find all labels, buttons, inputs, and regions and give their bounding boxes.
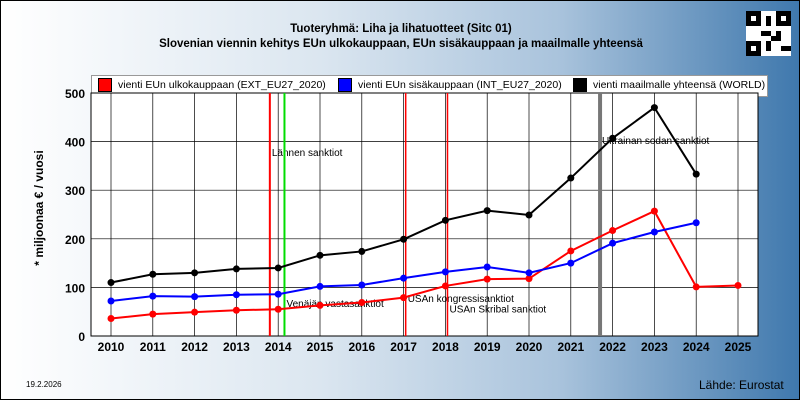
data-point bbox=[107, 279, 115, 287]
data-point bbox=[609, 134, 617, 142]
data-point bbox=[358, 247, 366, 255]
x-tick-label: 2010 bbox=[98, 340, 125, 354]
data-point bbox=[107, 297, 115, 305]
legend-item-int: vienti EUn sisäkauppaan (INT_EU27_2020) bbox=[338, 78, 562, 92]
data-point bbox=[191, 269, 199, 277]
y-tick-label: 500 bbox=[65, 87, 85, 101]
legend-swatch-red bbox=[98, 78, 112, 92]
chart-subtitle: Slovenian viennin kehitys EUn ulkokauppa… bbox=[159, 38, 643, 50]
chart-title: Tuoteryhmä: Liha ja lihatuotteet (Sitc 0… bbox=[290, 23, 512, 35]
qr-code-icon bbox=[746, 11, 791, 56]
y-tick-label: 300 bbox=[65, 184, 85, 198]
data-point bbox=[650, 104, 658, 112]
x-tick-label: 2019 bbox=[474, 340, 501, 354]
x-tick-label: 2016 bbox=[348, 340, 375, 354]
data-point bbox=[441, 216, 449, 224]
x-tick-label: 2013 bbox=[223, 340, 250, 354]
data-point bbox=[400, 294, 408, 302]
data-point bbox=[149, 270, 157, 278]
x-tick-label: 2025 bbox=[725, 340, 752, 354]
event-label: Lännen sanktiot bbox=[272, 148, 343, 159]
data-point bbox=[316, 251, 324, 259]
data-point bbox=[274, 305, 282, 313]
y-tick-label: 400 bbox=[65, 136, 85, 150]
data-point bbox=[316, 301, 324, 309]
data-point bbox=[483, 207, 491, 215]
data-point bbox=[191, 293, 199, 301]
legend-label: vienti EUn sisäkauppaan (INT_EU27_2020) bbox=[358, 79, 562, 91]
data-point bbox=[149, 292, 157, 300]
data-point bbox=[358, 298, 366, 306]
x-tick-label: 2017 bbox=[390, 340, 417, 354]
x-tick-label: 2014 bbox=[265, 340, 292, 354]
data-point bbox=[274, 290, 282, 298]
chart-date: 19.2.2026 bbox=[26, 380, 62, 389]
legend-item-ext: vienti EUn ulkokauppaan (EXT_EU27_2020) bbox=[98, 78, 326, 92]
data-point bbox=[567, 247, 575, 255]
data-point bbox=[483, 263, 491, 271]
y-tick-label: 200 bbox=[65, 233, 85, 247]
data-point bbox=[692, 283, 700, 291]
data-point bbox=[692, 170, 700, 178]
data-point bbox=[400, 274, 408, 282]
data-point bbox=[358, 281, 366, 289]
legend-label: vienti maailmalle yhteensä (WORLD) bbox=[593, 79, 766, 91]
data-point bbox=[232, 265, 240, 273]
x-tick-label: 2011 bbox=[140, 340, 166, 354]
data-point bbox=[692, 219, 700, 227]
chart-source: Lähde: Eurostat bbox=[699, 378, 784, 392]
event-label: USAn kongressisanktiot bbox=[408, 294, 514, 305]
x-tick-label: 2012 bbox=[181, 340, 208, 354]
data-point bbox=[400, 235, 408, 243]
event-label: Ukrainan sodan sanktiot bbox=[602, 136, 710, 147]
legend-label: vienti EUn ulkokauppaan (EXT_EU27_2020) bbox=[118, 79, 326, 91]
x-tick-label: 2024 bbox=[683, 340, 710, 354]
data-point bbox=[609, 239, 617, 247]
data-point bbox=[316, 282, 324, 290]
data-point bbox=[650, 228, 658, 236]
data-point bbox=[441, 268, 449, 276]
data-point bbox=[567, 174, 575, 182]
data-point bbox=[525, 211, 533, 219]
x-tick-label: 2020 bbox=[516, 340, 543, 354]
data-point bbox=[441, 282, 449, 290]
data-point bbox=[274, 264, 282, 272]
x-tick-label: 2021 bbox=[557, 340, 584, 354]
x-tick-label: 2023 bbox=[641, 340, 668, 354]
data-point bbox=[232, 291, 240, 299]
data-point bbox=[232, 306, 240, 314]
legend-swatch-blue bbox=[338, 78, 352, 92]
data-point bbox=[525, 275, 533, 283]
legend-item-world: vienti maailmalle yhteensä (WORLD) bbox=[573, 78, 765, 92]
data-point bbox=[107, 315, 115, 323]
data-point bbox=[149, 310, 157, 318]
x-tick-label: 2022 bbox=[599, 340, 626, 354]
data-point bbox=[483, 275, 491, 283]
y-tick-label: 0 bbox=[78, 330, 85, 344]
event-label: USAn Skribal sanktiot bbox=[449, 305, 546, 316]
x-tick-label: 2015 bbox=[307, 340, 334, 354]
data-point bbox=[525, 269, 533, 277]
series-line-0 bbox=[110, 209, 739, 320]
data-point bbox=[567, 259, 575, 267]
x-tick-label: 2018 bbox=[432, 340, 459, 354]
data-point bbox=[609, 227, 617, 235]
y-tick-label: 100 bbox=[65, 281, 85, 295]
data-point bbox=[191, 308, 199, 316]
legend-swatch-black bbox=[573, 78, 587, 92]
chart-legend: vienti EUn ulkokauppaan (EXT_EU27_2020) … bbox=[91, 75, 768, 97]
data-point bbox=[734, 281, 742, 289]
data-point bbox=[650, 207, 658, 215]
